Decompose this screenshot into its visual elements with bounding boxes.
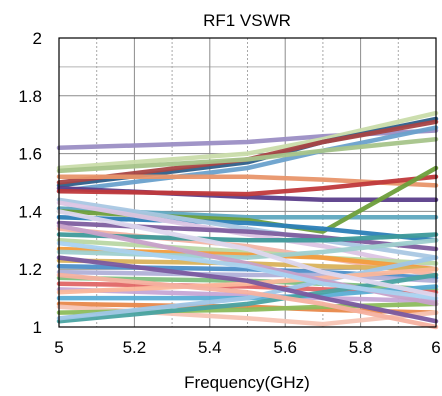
series-line-2 bbox=[56, 110, 439, 171]
series-line-17 bbox=[56, 232, 439, 243]
x-tick-label: 5 bbox=[54, 338, 63, 357]
series-line-38 bbox=[56, 209, 439, 298]
series-line-34 bbox=[56, 255, 439, 324]
y-tick-label: 2 bbox=[33, 29, 42, 48]
x-tick-label: 5.6 bbox=[273, 338, 297, 357]
y-tick-label: 1.6 bbox=[18, 145, 42, 164]
series-line-4 bbox=[56, 119, 439, 185]
series-line-9 bbox=[56, 174, 439, 197]
series-lines bbox=[56, 110, 439, 330]
plot-area-frame bbox=[58, 37, 437, 328]
series-line-5 bbox=[56, 125, 439, 194]
y-tick-label: 1.8 bbox=[18, 87, 42, 106]
y-axis-tick-labels: 1 1.2 1.4 1.6 1.8 2 bbox=[18, 29, 42, 337]
series-line-33 bbox=[56, 266, 439, 295]
x-tick-label: 5.8 bbox=[349, 338, 373, 357]
y-tick-label: 1.4 bbox=[18, 202, 42, 221]
series-line-37 bbox=[56, 240, 439, 301]
chart-title: RF1 VSWR bbox=[203, 11, 291, 30]
y-tick-label: 1 bbox=[33, 318, 42, 337]
x-tick-label: 5.2 bbox=[123, 338, 147, 357]
x-tick-label: 5.4 bbox=[198, 338, 222, 357]
series-line-6 bbox=[56, 136, 439, 174]
x-axis-label: Frequency(GHz) bbox=[184, 373, 310, 392]
x-tick-label: 6 bbox=[431, 338, 440, 357]
y-tick-label: 1.2 bbox=[18, 260, 42, 279]
series-line-35 bbox=[56, 272, 439, 330]
x-axis-tick-labels: 5 5.2 5.4 5.6 5.8 6 bbox=[54, 338, 440, 357]
series-line-15 bbox=[56, 220, 439, 252]
